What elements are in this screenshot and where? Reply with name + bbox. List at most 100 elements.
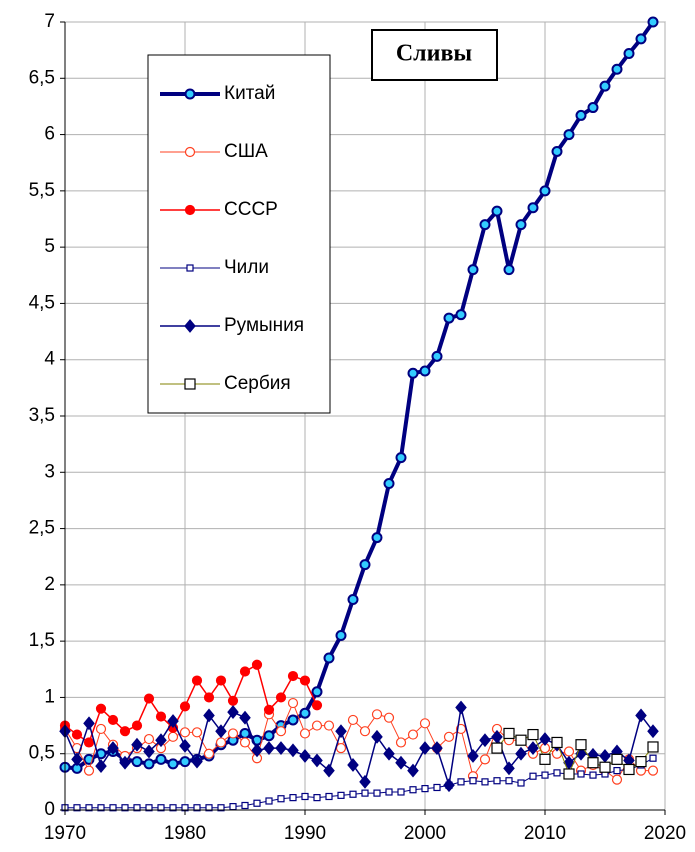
point (443, 731, 455, 742)
point (239, 710, 251, 725)
legend-label: Китай (224, 83, 275, 104)
point (611, 753, 623, 765)
point (419, 365, 431, 377)
point (251, 743, 263, 758)
point (611, 774, 623, 785)
y-tick-label: 1 (44, 686, 55, 707)
point (347, 593, 359, 605)
y-tick-label: 4 (44, 349, 55, 370)
point (119, 726, 131, 737)
point (577, 770, 585, 778)
point (215, 737, 227, 748)
point (107, 714, 119, 726)
point (551, 145, 563, 157)
point (263, 730, 275, 742)
point (563, 768, 575, 780)
point (287, 670, 299, 682)
point (505, 777, 513, 785)
point (515, 734, 527, 746)
point (95, 723, 107, 735)
x-tick-label: 2010 (524, 823, 566, 844)
point (647, 724, 659, 739)
point (431, 741, 443, 756)
x-tick-label: 2000 (404, 823, 446, 844)
point (71, 729, 83, 740)
point (371, 709, 383, 720)
point (397, 788, 405, 796)
point (311, 700, 323, 711)
point (479, 733, 491, 748)
point (133, 804, 141, 812)
point (359, 726, 371, 737)
point (323, 720, 335, 731)
point (635, 33, 647, 45)
point (155, 753, 167, 765)
point (203, 692, 215, 703)
point (539, 185, 551, 197)
point (407, 763, 419, 778)
series-line (64, 664, 318, 744)
point (635, 755, 647, 768)
point (457, 778, 465, 786)
point (563, 129, 575, 141)
axes: 0 0,5 1 1,5 2 2,5 3 3,5 4 4,5 5 5,5 6 6,5 7 1970 1980 199… (29, 11, 687, 844)
point (299, 728, 311, 739)
x-tick-label: 1980 (164, 823, 206, 844)
legend-label: СССР (224, 199, 278, 220)
point (589, 771, 597, 779)
point (515, 746, 527, 761)
point (145, 804, 153, 812)
point (167, 714, 179, 729)
point (575, 739, 587, 751)
point (313, 794, 321, 802)
point (575, 109, 587, 121)
point (515, 219, 527, 231)
point (419, 741, 431, 756)
point (539, 753, 551, 765)
point (467, 264, 479, 276)
point (587, 102, 599, 114)
point (553, 769, 561, 777)
point (649, 754, 657, 762)
point (335, 742, 347, 754)
point (311, 753, 323, 768)
point (563, 746, 575, 757)
point (325, 792, 333, 801)
point (349, 790, 357, 798)
y-tick-label: 5,5 (29, 180, 55, 201)
point (383, 746, 395, 761)
point (97, 804, 105, 812)
point (107, 741, 119, 756)
point (587, 757, 599, 769)
y-tick-label: 3,5 (29, 405, 55, 426)
point (527, 741, 539, 756)
y-tick-label: 2 (44, 574, 55, 595)
point (215, 724, 227, 739)
point (167, 758, 179, 770)
point (215, 675, 227, 686)
point (299, 707, 311, 719)
point (647, 765, 659, 776)
legend-label: Чили (224, 257, 269, 278)
point (227, 695, 239, 706)
point (503, 761, 515, 776)
point (455, 700, 467, 715)
point (647, 741, 659, 753)
point (529, 772, 537, 780)
point (491, 205, 503, 217)
y-tick-label: 0 (44, 799, 55, 820)
point (287, 743, 299, 758)
point (227, 705, 239, 720)
legend (147, 54, 331, 414)
point (383, 478, 395, 490)
point (179, 727, 191, 738)
point (623, 763, 635, 776)
y-tick-label: 7 (44, 11, 55, 32)
point (275, 692, 287, 703)
point (275, 741, 287, 756)
point (443, 778, 455, 793)
point (157, 804, 165, 812)
point (301, 792, 309, 801)
point (479, 754, 491, 765)
